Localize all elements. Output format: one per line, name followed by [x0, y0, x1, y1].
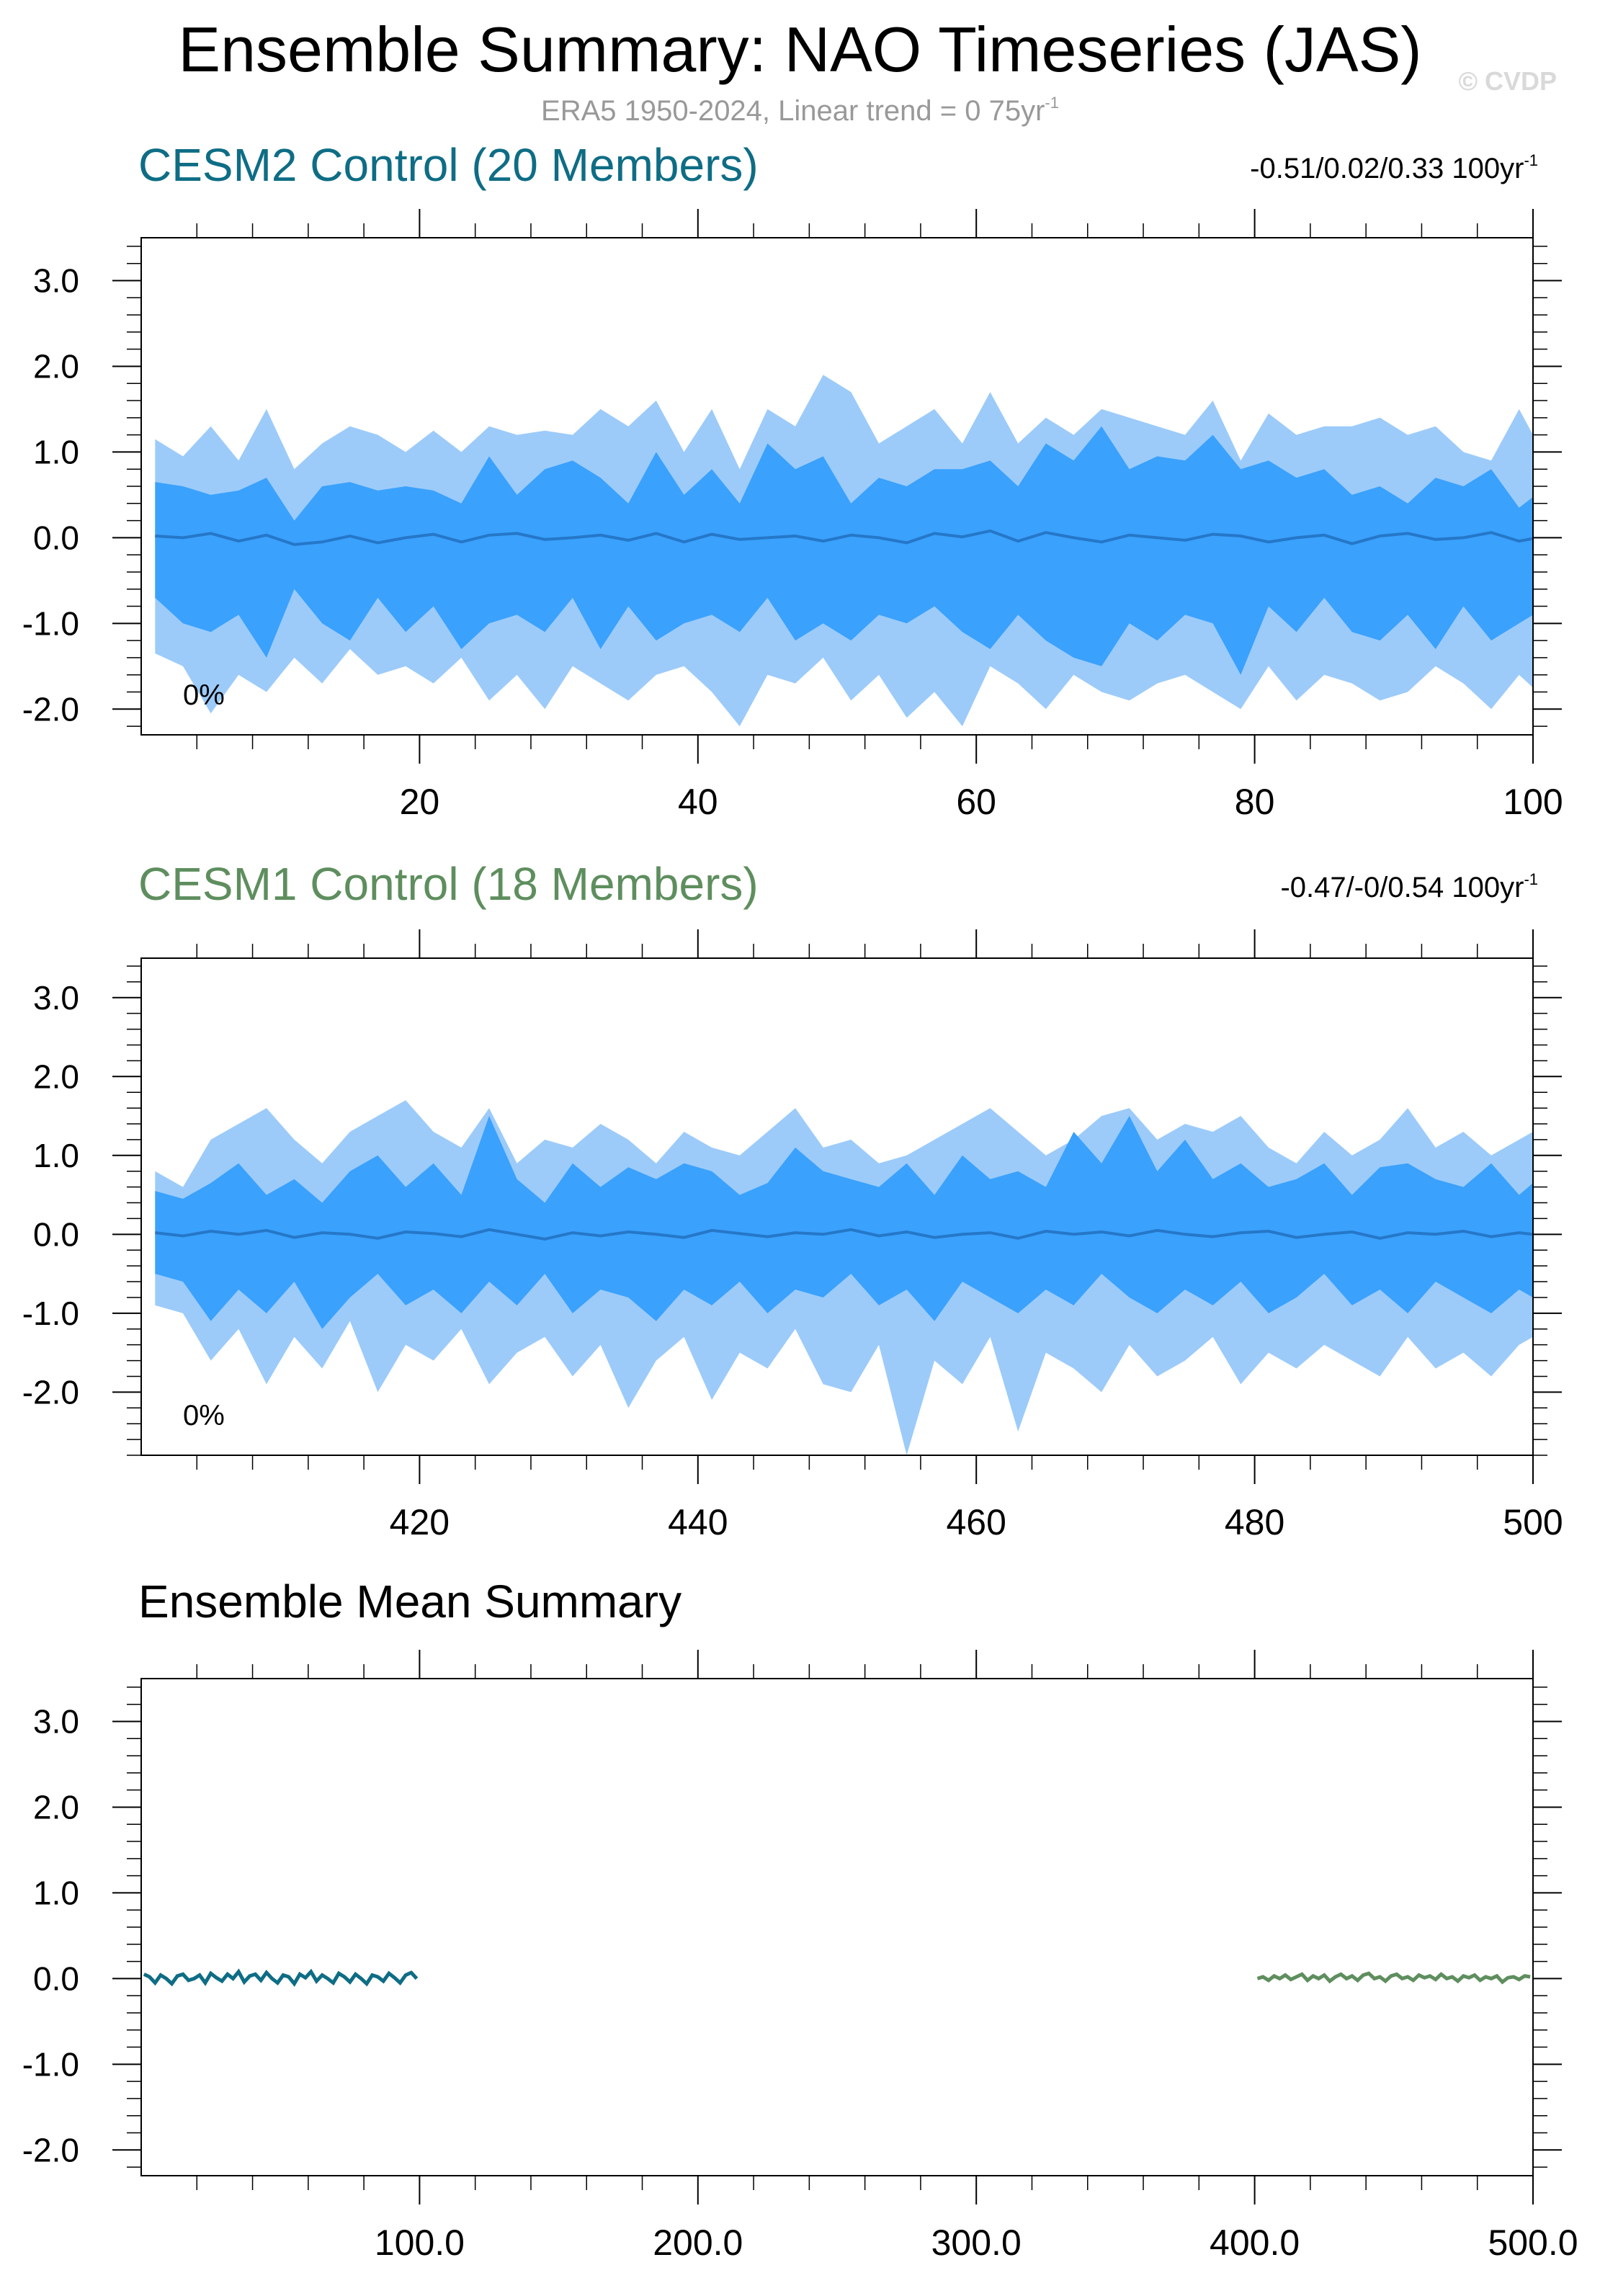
panel1-xtick-label: 40 — [678, 782, 718, 822]
panel3-xtick-label: 200.0 — [653, 2223, 743, 2263]
subtitle: ERA5 1950-2024, Linear trend = 0 75yr-1 — [0, 94, 1600, 128]
panel2-stats-superscript: -1 — [1524, 870, 1538, 889]
panel1-ytick-label: -1.0 — [22, 604, 79, 642]
panel3-xtick-label: 300.0 — [931, 2223, 1022, 2263]
panel1-ytick-label: 3.0 — [33, 262, 79, 299]
panel2-mean-line — [155, 1228, 1533, 1241]
panel3-xtick-label: 400.0 — [1210, 2223, 1300, 2263]
panel2-stats-text: -0.47/-0/0.54 100yr — [1280, 872, 1524, 903]
panel1-mean-line — [155, 529, 1533, 546]
panel2-stats: -0.47/-0/0.54 100yr-1 — [1280, 870, 1538, 904]
panel2-xtick-label: 460 — [946, 1502, 1006, 1542]
panel2-xtick-label: 500 — [1503, 1502, 1563, 1542]
panel3-ytick-label: -2.0 — [22, 2131, 79, 2168]
panel1-stats: -0.51/0.02/0.33 100yr-1 — [1250, 151, 1538, 185]
panel1-percent-label: 0% — [183, 679, 225, 711]
subtitle-text: ERA5 1950-2024, Linear trend = 0 75yr — [541, 95, 1045, 127]
panel2-xtick-label: 440 — [668, 1502, 728, 1542]
subtitle-superscript: -1 — [1045, 94, 1059, 112]
panel1-xtick-label: 100 — [1503, 782, 1563, 822]
panel2-title: CESM1 Control (18 Members) — [138, 858, 759, 910]
panel3-ytick-label: 1.0 — [33, 1874, 79, 1911]
panel1-xtick-label: 80 — [1235, 782, 1275, 822]
panel1-percentile-band — [155, 426, 1533, 675]
main-title: Ensemble Summary: NAO Timeseries (JAS) — [178, 14, 1422, 85]
panel1-stats-text: -0.51/0.02/0.33 100yr — [1250, 153, 1524, 184]
panel1-ytick-label: 1.0 — [33, 433, 79, 470]
panel2-plot-area — [155, 1100, 1533, 1455]
panel2-ytick-label: 0.0 — [33, 1215, 79, 1253]
panel2-xtick-label: 420 — [390, 1502, 450, 1542]
panel2-ytick-label: 2.0 — [33, 1058, 79, 1095]
panel2-percent-label: 0% — [183, 1400, 225, 1431]
panel1-ytick-label: -2.0 — [22, 690, 79, 728]
panel2-ytick-label: -1.0 — [22, 1295, 79, 1332]
panel3-xtick-label: 500.0 — [1488, 2223, 1578, 2263]
series-line-cesm1 — [1256, 1971, 1531, 1985]
watermark: © CVDP — [1458, 66, 1557, 96]
panel3-ytick-label: 3.0 — [33, 1702, 79, 1740]
panel1-ytick-label: 0.0 — [33, 519, 79, 556]
panel2-plot: 0% 3.0 2.0 1.0 0.0 -1.0 -2.0 420 440 460 480 500 — [22, 929, 1563, 1542]
panel1-xtick-label: 60 — [956, 782, 996, 822]
panel1-ytick-label: 2.0 — [33, 347, 79, 385]
panel2-ytick-label: 3.0 — [33, 979, 79, 1017]
panel3-xtick-label: 100.0 — [375, 2223, 465, 2263]
panel2-percentile-band — [155, 1116, 1533, 1329]
panel3-plot-area — [143, 1968, 1531, 1987]
panel3-ytick-label: 0.0 — [33, 1960, 79, 1997]
panel3-ytick-label: 2.0 — [33, 1788, 79, 1826]
panel3-plot: 3.0 2.0 1.0 0.0 -1.0 -2.0 100.0 200.0 300.0 400.0… — [22, 1650, 1578, 2263]
panel3-title: Ensemble Mean Summary — [138, 1576, 682, 1627]
series-line-cesm2 — [143, 1968, 419, 1987]
panel1-plot-area — [155, 375, 1533, 727]
panel3-ytick-label: -1.0 — [22, 2045, 79, 2083]
panel1-stats-superscript: -1 — [1524, 151, 1538, 170]
panel3-frame — [140, 1678, 1534, 2176]
panel1-xtick-label: 20 — [400, 782, 440, 822]
panel2-ytick-label: 1.0 — [33, 1137, 79, 1174]
panel1-title: CESM2 Control (20 Members) — [138, 139, 759, 191]
panel1-plot: 0% 3.0 2.0 1.0 0.0 -1.0 -2.0 20 40 60 80 100 — [22, 209, 1563, 822]
panel2-xtick-label: 480 — [1225, 1502, 1284, 1542]
panel2-frame — [140, 957, 1534, 1456]
panel2-ytick-label: -2.0 — [22, 1373, 79, 1411]
